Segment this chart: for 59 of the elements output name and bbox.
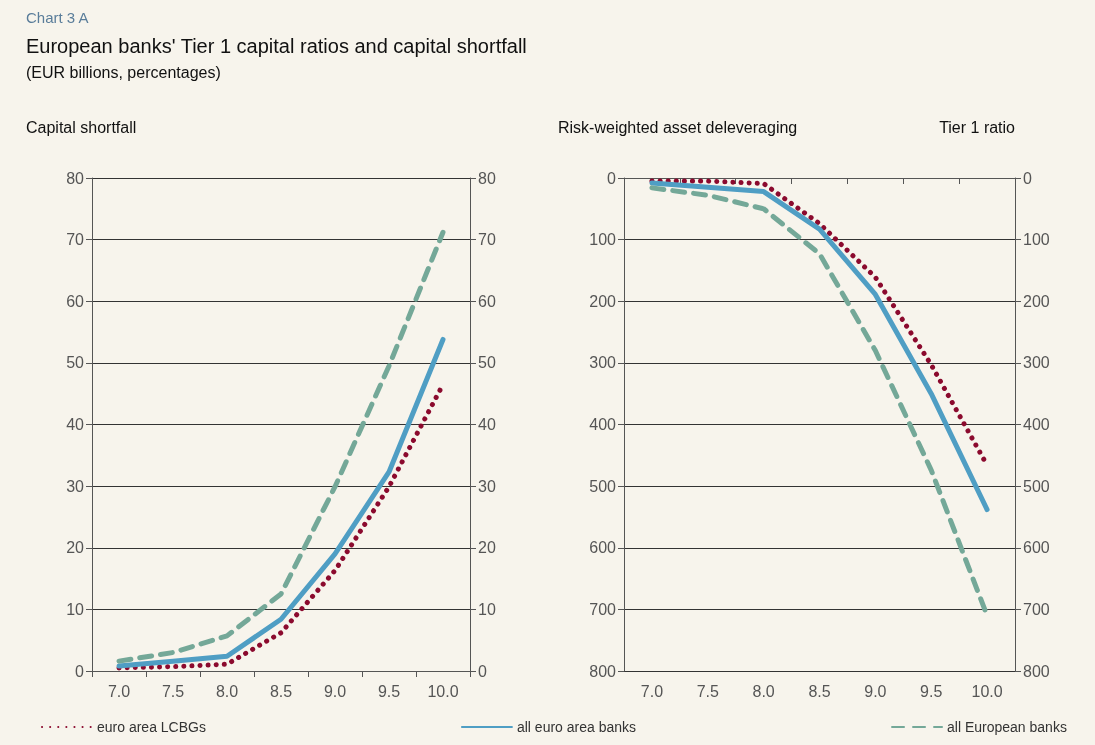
y2-tick-label: 70 — [478, 231, 496, 249]
x-tick-label: 9.5 — [920, 682, 943, 700]
x-tick-label: 7.5 — [161, 682, 185, 700]
y-tick-label: 30 — [66, 477, 85, 495]
legend-label: euro area LCBGs — [97, 719, 206, 735]
y-tick-label: 700 — [589, 600, 617, 618]
y2-tick-label: 100 — [1023, 231, 1050, 249]
y-tick-label: 500 — [589, 477, 617, 495]
y-tick-label: 600 — [589, 539, 617, 557]
y-tick-label: 800 — [589, 662, 617, 680]
y2-tick-label: 300 — [1023, 354, 1050, 372]
y2-tick-label: 0 — [1023, 169, 1032, 187]
x-axis-title: Tier 1 ratio — [939, 118, 1016, 136]
y-tick-label: 70 — [66, 231, 85, 249]
y2-tick-label: 500 — [1023, 477, 1050, 495]
y-tick-label: 0 — [607, 169, 617, 187]
y-tick-label: 100 — [589, 231, 617, 249]
y-axis-title: Risk-weighted asset deleveraging — [558, 118, 798, 136]
x-tick-label: 8.0 — [215, 682, 239, 700]
y-axis-title: Capital shortfall — [26, 118, 137, 136]
y-tick-label: 200 — [589, 292, 617, 310]
legend-label: all European banks — [947, 719, 1067, 735]
x-tick-label: 9.0 — [864, 682, 887, 700]
x-tick-label: 7.5 — [696, 682, 719, 700]
chart-title: European banks' Tier 1 capital ratios and capital shortfall — [26, 35, 527, 57]
y2-tick-label: 40 — [478, 416, 496, 433]
y2-tick-label: 30 — [478, 477, 496, 495]
y2-tick-label: 600 — [1023, 539, 1050, 557]
x-tick-label: 8.5 — [269, 682, 293, 700]
x-tick-label: 7.0 — [107, 682, 131, 700]
x-tick-label: 10.0 — [427, 682, 459, 700]
y2-tick-label: 60 — [478, 292, 496, 310]
y-tick-label: 40 — [66, 416, 85, 433]
y2-tick-label: 800 — [1023, 662, 1050, 680]
x-tick-label: 10.0 — [971, 682, 1003, 700]
x-tick-label: 9.0 — [323, 682, 347, 700]
caption: Chart 3 A — [26, 9, 89, 26]
y-tick-label: 400 — [589, 416, 617, 433]
y-tick-label: 20 — [66, 539, 85, 557]
y2-tick-label: 10 — [478, 600, 496, 618]
y2-tick-label: 20 — [478, 539, 496, 557]
y2-tick-label: 50 — [478, 354, 496, 372]
y2-tick-label: 700 — [1023, 600, 1050, 618]
y2-tick-label: 0 — [478, 662, 487, 680]
y2-tick-label: 400 — [1023, 416, 1050, 433]
y-tick-label: 10 — [66, 600, 85, 618]
legend-label: all euro area banks — [516, 719, 637, 735]
y-tick-label: 80 — [66, 169, 85, 187]
y-tick-label: 60 — [66, 292, 85, 310]
x-tick-label: 8.5 — [808, 682, 831, 700]
y-tick-label: 0 — [75, 662, 85, 680]
y-tick-label: 50 — [66, 354, 85, 372]
x-tick-label: 7.0 — [640, 682, 664, 700]
y2-tick-label: 200 — [1023, 292, 1050, 310]
x-tick-label: 8.0 — [752, 682, 775, 700]
x-tick-label: 9.5 — [377, 682, 401, 700]
chart-subtitle: (EUR billions, percentages) — [26, 63, 221, 81]
y-tick-label: 300 — [589, 354, 617, 372]
y2-tick-label: 80 — [478, 169, 496, 187]
